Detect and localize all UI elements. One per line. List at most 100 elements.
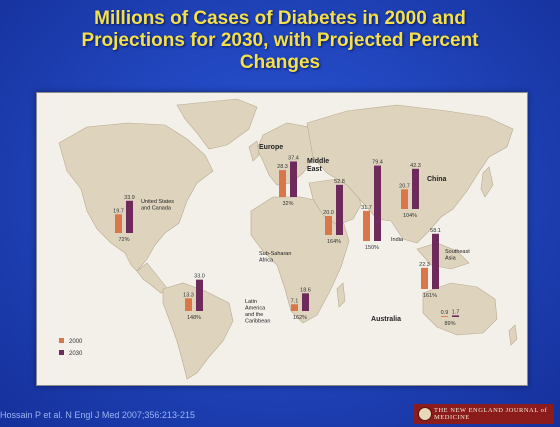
slide-title: Millions of Cases of Diabetes in 2000 an… [20,8,540,74]
region-name-line: Africa [259,258,274,264]
region-name-line: China [427,176,447,183]
value-label-in-2000: 31.7 [361,205,372,211]
region-name-line: Australia [371,316,401,323]
bar-me-2000 [325,216,332,235]
region-name-line: Sub-Saharan [259,251,291,257]
legend-swatch-2030 [59,350,64,355]
bar-groups: 19.7 33.9 72% United States and Canada 13.3 33… [113,144,470,327]
value-label-sa-2000: 22.3 [419,262,430,268]
value-label-la-2000: 13.3 [183,292,194,298]
value-label-eu-2000: 28.3 [277,164,288,170]
percent-label-in: 150% [365,245,379,251]
bar-la-2000 [185,298,192,311]
value-label-af-2030: 18.6 [300,287,311,293]
value-label-eu-2030: 37.4 [288,155,299,161]
value-label-cn-2030: 42.3 [410,163,421,169]
bar-eu-2000 [279,170,286,197]
greenland-shape [176,98,258,150]
world-map-panel: 19.7 33.9 72% United States and Canada 13.3 33… [36,92,528,386]
percent-label-au: 89% [444,321,455,327]
region-name-sa: Southeast Asia [445,249,470,262]
australia-shape [422,282,498,336]
title-line-2: Projections for 2030, with Projected Per… [81,30,479,51]
region-name-line: Middle [307,158,329,165]
bar-in-2000 [363,210,370,241]
bar-eu-2030 [290,161,297,197]
region-name-line: East [307,166,322,173]
region-name-line: Europe [259,144,283,151]
region-cn-group: 20.7 42.3 104% China [399,163,446,219]
japan-shape [480,166,494,198]
title-line-1: Millions of Cases of Diabetes in 2000 an… [94,8,466,29]
legend-swatch-2000 [59,338,64,343]
value-label-au-2030: 1.7 [452,309,460,315]
region-na-group: 19.7 33.9 72% United States and Canada [113,195,174,243]
value-label-sa-2030: 58.1 [430,228,441,234]
bar-me-2030 [336,184,343,235]
journal-seal-icon [418,407,432,421]
region-name-line: and the [245,312,263,318]
chart-legend: 2000 2030 [59,338,83,357]
asia-shape [306,104,514,244]
percent-label-eu: 32% [282,201,293,207]
region-au-group: 0.9 1.7 89% Australia [371,309,459,327]
region-name-line: and Canada [141,206,172,212]
percent-label-me: 164% [327,239,341,245]
region-name-cn: China [427,176,447,183]
bar-la-2030 [196,279,203,311]
percent-label-af: 162% [293,315,307,321]
value-label-cn-2000: 20.7 [399,183,410,189]
region-name-line: Southeast [445,249,470,255]
madagascar-shape [336,282,346,308]
region-name-me: Middle East [307,158,329,173]
bar-na-2030 [126,200,133,233]
new-zealand-shape [508,324,518,346]
value-label-na-2000: 19.7 [113,208,124,214]
legend-label-2000: 2000 [69,339,83,345]
region-eu-group: 28.337.4 32% Europe [259,144,299,207]
diabetes-map-chart: 19.7 33.9 72% United States and Canada 13.3 33… [58,98,518,380]
value-label-me-2000: 20.0 [323,210,334,216]
region-name-line: America [245,306,266,312]
bar-af-2030 [302,293,309,311]
percent-label-na: 72% [118,237,129,243]
uk-shape [248,140,260,162]
bar-sa-2000 [421,267,428,289]
region-af-group: 7.118.6 162% Sub-Saharan Africa [259,251,311,321]
citation-text: Hossain P et al. N Engl J Med 2007;356:2… [0,410,195,420]
bar-na-2000 [115,214,122,233]
bar-cn-2030 [412,168,419,209]
region-name-line: India [391,237,404,243]
south-america-shape [162,282,234,380]
percent-label-cn: 104% [403,213,417,219]
bar-au-2000 [441,316,448,317]
bar-af-2000 [291,304,298,311]
region-name-line: Latin [245,299,257,305]
region-name-line: Caribbean [245,319,270,325]
value-label-in-2030: 79.4 [372,160,383,166]
region-me-group: 20.0 52.8 164% Middle East [307,158,345,245]
region-name-line: Asia [445,256,457,262]
percent-label-la: 148% [187,315,201,321]
value-label-na-2030: 33.9 [124,195,135,201]
world-land-shapes [58,98,518,380]
region-in-group: 31.7 79.4 150% India [361,160,404,251]
value-label-au-2000: 0.9 [441,310,449,316]
value-label-me-2030: 52.8 [334,179,345,185]
bar-au-2030 [452,315,459,317]
value-label-af-2000: 7.1 [291,298,299,304]
region-sa-group: 22.3 58.1 161% Southeast Asia [419,228,470,299]
region-name-line: United States [141,199,174,205]
journal-name: THE NEW ENGLAND JOURNAL of MEDICINE [434,407,548,421]
bar-in-2030 [374,165,381,241]
bar-sa-2030 [432,233,439,289]
north-america-shape [58,122,214,272]
title-line-3: Changes [239,52,321,73]
bar-cn-2000 [401,189,408,209]
legend-label-2030: 2030 [69,351,83,357]
region-la-group: 13.3 33.0 148% Latin America and the Caribbean [183,274,270,325]
region-name-af: Sub-Saharan Africa [259,251,291,264]
region-name-au: Australia [371,316,401,323]
region-name-in: India [391,237,404,243]
region-name-la: Latin America and the Caribbean [245,299,270,325]
